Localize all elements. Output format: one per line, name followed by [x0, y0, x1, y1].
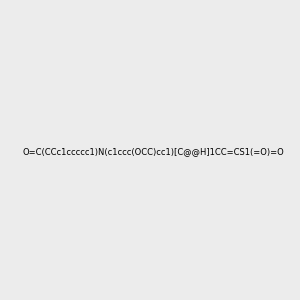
- Text: O=C(CCc1ccccc1)N(c1ccc(OCC)cc1)[C@@H]1CC=CS1(=O)=O: O=C(CCc1ccccc1)N(c1ccc(OCC)cc1)[C@@H]1CC…: [23, 147, 285, 156]
